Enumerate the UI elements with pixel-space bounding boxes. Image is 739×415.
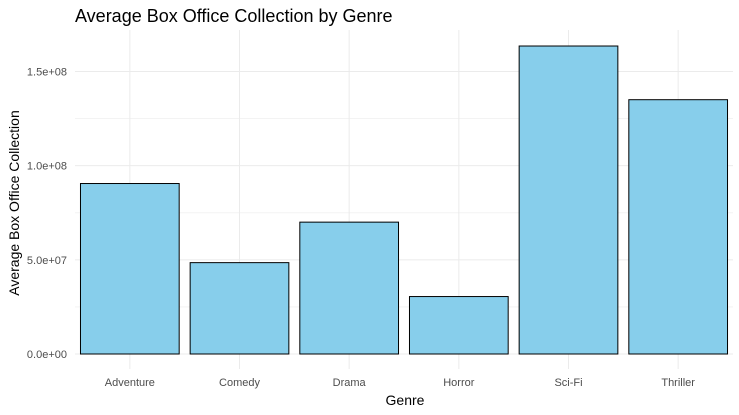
y-axis-ticks: 0.0e+00 5.0e+07 1.0e+08 1.5e+08 (27, 66, 67, 361)
x-tick-label: Sci-Fi (554, 377, 582, 389)
bar-drama (299, 221, 400, 355)
y-tick-label: 0.0e+00 (27, 349, 67, 361)
bar-adventure (79, 183, 180, 355)
bar-comedy (189, 262, 290, 355)
y-tick-label: 1.0e+08 (27, 161, 67, 173)
chart-title: Average Box Office Collection by Genre (75, 6, 393, 26)
x-tick-label: Comedy (219, 377, 260, 389)
bar-horror (408, 296, 509, 355)
x-tick-label: Adventure (105, 377, 155, 389)
bars (79, 45, 729, 355)
x-axis-title: Genre (386, 392, 425, 408)
y-axis-title: Average Box Office Collection (6, 110, 22, 295)
x-tick-label: Horror (443, 377, 475, 389)
x-tick-label: Drama (333, 377, 367, 389)
bar-thriller (628, 99, 729, 355)
x-tick-label: Thriller (661, 377, 695, 389)
bar-sci-fi (518, 45, 619, 355)
y-tick-label: 1.5e+08 (27, 66, 67, 78)
y-tick-label: 5.0e+07 (27, 255, 67, 267)
x-axis-ticks: Adventure Comedy Drama Horror Sci-Fi Thriller (105, 377, 696, 389)
